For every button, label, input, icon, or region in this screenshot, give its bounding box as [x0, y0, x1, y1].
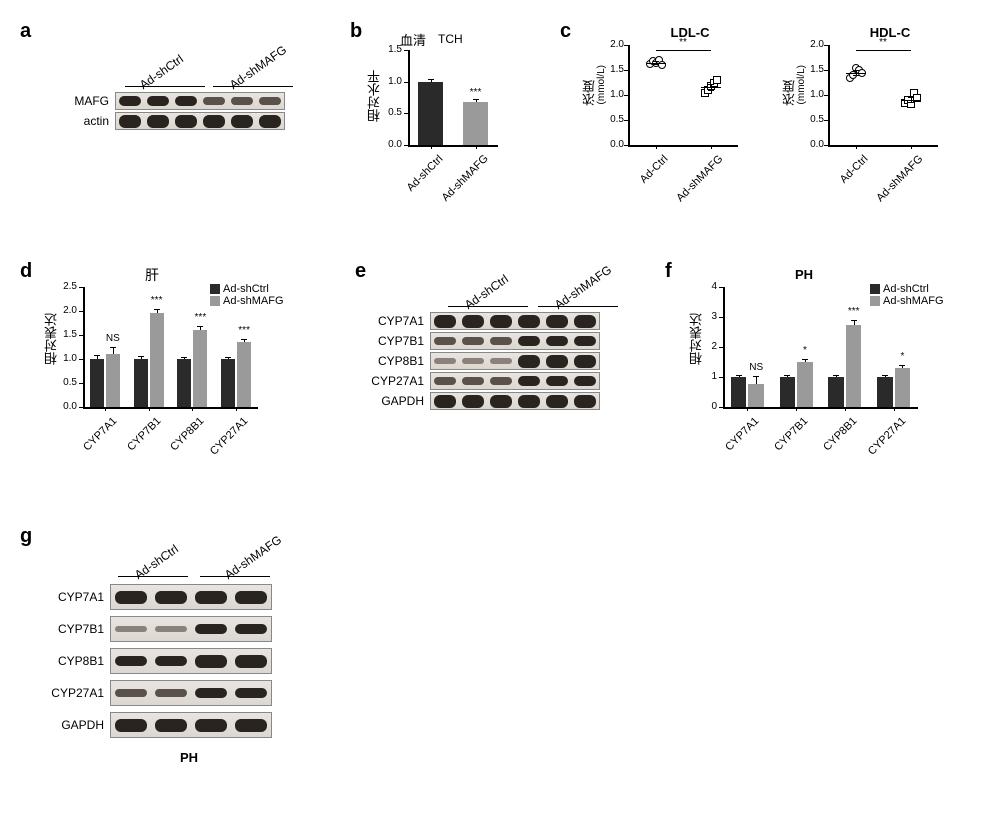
panel-c: 浓度 (mmol/L) LDL-C 0.00.51.01.52.0**Ad-Ct…	[580, 25, 980, 225]
panel-b: 血清 TCH 相对水平 0.00.51.01.5Ad-shCtrl***Ad-s…	[370, 30, 520, 210]
panel-a-label: a	[20, 20, 31, 43]
gel-g-rows: CYP7A1CYP7B1CYP8B1CYP27A1GAPDH	[40, 584, 272, 738]
gel-group-mafg: Ad-shMAFG	[227, 43, 289, 92]
chart-f-plot: 01234NSCYP7A1*CYP7B1***CYP8B1*CYP27A1	[723, 287, 918, 407]
gel-e-group-mafg: Ad-shMAFG	[552, 263, 614, 312]
group-line-ctrl	[125, 86, 205, 87]
gel-e-rows: CYP7A1CYP7B1CYP8B1CYP27A1GAPDH	[370, 312, 600, 410]
gel-g-line-mafg	[200, 576, 270, 577]
gel-e-line-ctrl	[448, 306, 528, 307]
panel-e: Ad-shCtrl Ad-shMAFG CYP7A1CYP7B1CYP8B1CY…	[370, 270, 600, 412]
gel-lane-actin	[115, 112, 285, 130]
gel-g-bottom-label: PH	[180, 750, 198, 765]
panel-a: Ad-shCtrl Ad-shMAFG MAFG actin	[55, 50, 285, 132]
group-line-mafg	[213, 86, 293, 87]
gel-g-line-ctrl	[118, 576, 188, 577]
panel-b-label: b	[350, 20, 362, 43]
gel-g-group-mafg: Ad-shMAFG	[222, 533, 284, 582]
gel-row-mafg: MAFG	[55, 92, 285, 110]
gel-label-mafg: MAFG	[55, 94, 115, 108]
panel-e-label: e	[355, 260, 366, 283]
panel-g-label: g	[20, 525, 32, 548]
chart-b-plot: 0.00.51.01.5Ad-shCtrl***Ad-shMAFG	[408, 50, 498, 145]
panel-d-label: d	[20, 260, 32, 283]
chart-c-ldl-plot: 0.00.51.01.52.0**Ad-CtrlAd-shMAFG	[628, 45, 738, 145]
chart-d-title: 肝	[145, 265, 159, 285]
panel-g: Ad-shCtrl Ad-shMAFG CYP7A1CYP7B1CYP8B1CY…	[40, 540, 272, 744]
chart-b-title-en: TCH	[438, 32, 463, 46]
chart-d-plot: 0.00.51.01.52.02.5NSCYP7A1***CYP7B1***CY…	[83, 287, 258, 407]
gel-lane-mafg	[115, 92, 285, 110]
gel-e-line-mafg	[538, 306, 618, 307]
gel-label-actin: actin	[55, 114, 115, 128]
chart-b-title-zh: 血清	[400, 30, 426, 49]
gel-row-actin: actin	[55, 112, 285, 130]
chart-f-title: PH	[795, 267, 813, 282]
panel-d: 肝 相对表达 Ad-shCtrl Ad-shMAFG 0.00.51.01.52…	[45, 265, 325, 475]
panel-f: PH 相对表达 Ad-shCtrl Ad-shMAFG 01234NSCYP7A…	[690, 265, 990, 475]
panel-f-label: f	[665, 260, 672, 283]
chart-c-hdl-plot: 0.00.51.01.52.0**Ad-CtrlAd-shMAFG	[828, 45, 938, 145]
panel-c-label: c	[560, 20, 571, 43]
